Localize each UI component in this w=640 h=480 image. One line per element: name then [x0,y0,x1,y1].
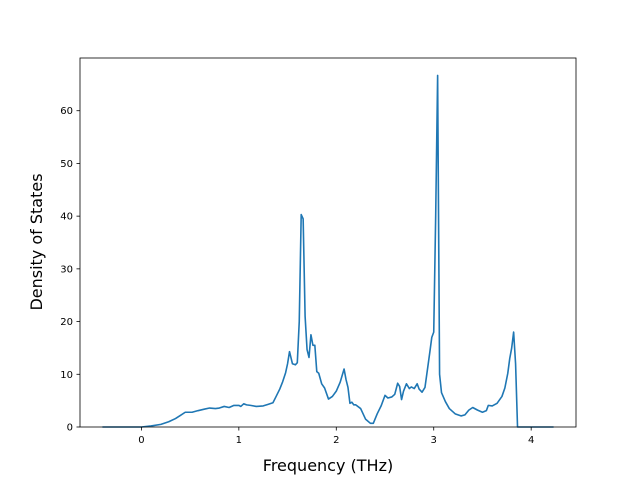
y-axis-label: Density of States [27,173,46,310]
y-tick-label: 10 [60,370,73,381]
y-tick-label: 40 [60,212,73,223]
series-line-0 [102,74,554,428]
x-tick-label: 0 [138,435,144,446]
x-tick-label: 2 [333,435,339,446]
x-axis-ticks: 0 1 2 3 4 [138,427,534,446]
plot-area [80,58,576,427]
y-tick-label: 60 [60,106,73,117]
plot-frame [79,57,577,428]
data-layer [102,74,554,428]
x-tick-label: 4 [528,435,534,446]
y-tick-label: 20 [60,317,73,328]
x-tick-label: 3 [431,435,437,446]
y-tick-label: 30 [60,264,73,275]
y-axis-ticks: 0 10 20 30 40 50 60 [60,106,80,434]
x-tick-label: 1 [236,435,242,446]
y-tick-label: 50 [60,159,73,170]
y-tick-label: 0 [67,423,73,434]
x-axis-label: Frequency (THz) [263,456,393,475]
